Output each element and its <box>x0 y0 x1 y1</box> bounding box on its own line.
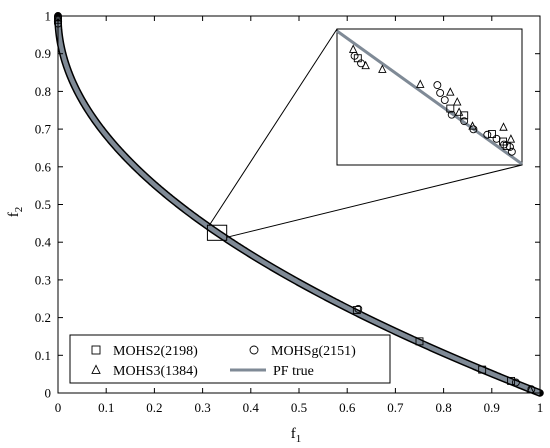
x-axis-label: f1 <box>291 426 302 445</box>
y-tick-label: 0.7 <box>35 122 52 137</box>
inset-point-triangle <box>361 60 370 70</box>
legend-layer: MOHS2(2198) MOHSg(2151) MOHS3(1384) PF true <box>69 334 391 384</box>
inset-true-front-line <box>336 29 523 166</box>
data-point-square <box>415 337 424 346</box>
inset-point-triangle <box>453 97 462 106</box>
inset-point-triangle <box>446 87 455 96</box>
legend-label: PF true <box>273 364 314 379</box>
inset-point-circle <box>507 147 516 156</box>
y-axis-label-subscript: 2 <box>13 207 25 213</box>
inset-point-triangle <box>499 122 508 131</box>
x-tick-label: 0.2 <box>146 400 162 415</box>
y-tick-label: 0.5 <box>35 197 51 212</box>
inset-point-triangle <box>468 121 477 130</box>
y-tick-label: 0.4 <box>35 235 52 250</box>
data-point-square <box>478 365 487 374</box>
inset-point-triangle <box>506 134 516 143</box>
x-tick-label: 0.7 <box>387 400 404 415</box>
y-tick-label: 0 <box>45 386 52 401</box>
inset-point-circle <box>460 117 469 126</box>
y-tick-label: 1 <box>45 9 52 24</box>
y-tick-label: 0.2 <box>35 310 51 325</box>
x-tick-label: 0.6 <box>339 400 356 415</box>
inset-point-triangle <box>378 64 387 73</box>
data-point-square <box>507 376 516 385</box>
inset-point-circle <box>436 88 445 97</box>
inset-point-circle <box>447 110 456 119</box>
inset-point-triangle <box>454 107 464 116</box>
true-front-line <box>55 16 541 396</box>
data-point-circle <box>511 378 520 387</box>
inset-point-circle <box>440 96 449 105</box>
legend-marker-square <box>91 345 101 355</box>
zoom-region-box <box>206 224 228 241</box>
y-tick-label: 0.6 <box>35 159 52 174</box>
x-tick-label: 0.5 <box>291 400 307 415</box>
x-tick-label: 0.8 <box>435 400 451 415</box>
data-point-circle <box>354 304 363 313</box>
x-tick-label: 0.1 <box>98 400 114 415</box>
inset-point-circle <box>492 134 501 143</box>
x-tick-label: 0.3 <box>194 400 210 415</box>
y-tick-label: 0.3 <box>35 272 51 287</box>
inset-point-triangle <box>416 79 425 88</box>
inset-point-square <box>446 104 455 113</box>
zoom-layer <box>206 28 523 241</box>
x-axis-label-subscript: 1 <box>296 433 302 445</box>
x-axis-label-main: f <box>291 426 296 442</box>
inset-point-circle <box>483 130 492 139</box>
y-tick-label: 0.9 <box>35 46 51 61</box>
legend-label: MOHS2(2198) <box>113 344 198 359</box>
true-front-layer <box>54 12 544 397</box>
x-tick-label: 0.9 <box>484 400 500 415</box>
data-point-square <box>352 306 361 315</box>
legend-label: MOHSg(2151) <box>271 344 356 359</box>
inset-point-triangle <box>348 44 358 53</box>
legend-marker-circle <box>249 345 259 355</box>
legend-label: MOHS3(1384) <box>113 364 198 379</box>
y-tick-label: 0.1 <box>35 348 51 363</box>
x-tick-label: 0.4 <box>243 400 260 415</box>
y-axis-label-main: f <box>6 212 22 217</box>
ticks-layer: 0 0.1 0.2 0.3 0.4 0.5 0.6 0.7 0.8 0.9 1 0 0.1 0.2 0.3 0… <box>35 9 544 416</box>
legend-marker-triangle <box>91 364 101 374</box>
inset-point-circle <box>506 143 514 151</box>
x-tick-label: 1 <box>537 400 544 415</box>
zoom-connector-line <box>226 164 523 238</box>
y-axis-label: f2 <box>6 207 25 218</box>
inset-point-circle <box>433 81 442 90</box>
x-tick-label: 0 <box>55 400 62 415</box>
inset-layer <box>336 28 523 166</box>
legend-box <box>69 334 391 384</box>
inset-point-square <box>487 130 496 139</box>
zoom-connector-line <box>208 28 338 226</box>
y-tick-label: 0.8 <box>35 84 51 99</box>
